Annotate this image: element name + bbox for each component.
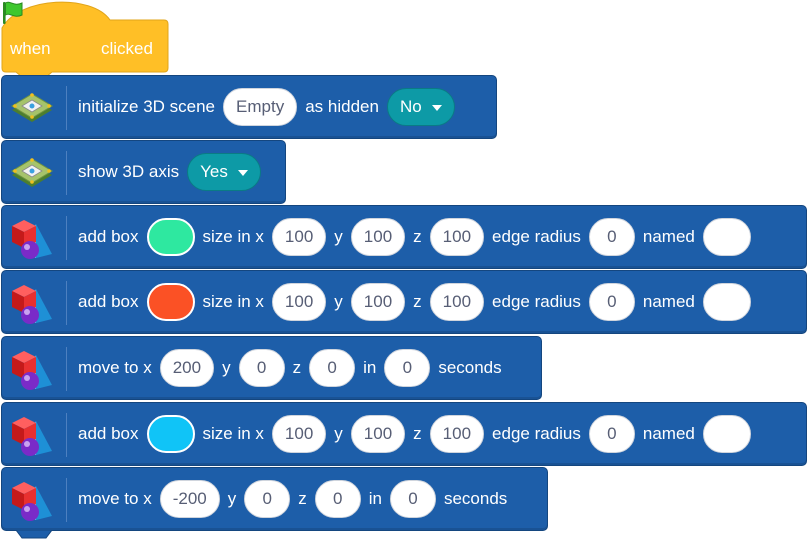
edge-radius-input[interactable]: 0 xyxy=(588,415,635,453)
3d-scene-icon xyxy=(11,93,53,122)
edge-radius-label: edge radius xyxy=(492,424,581,443)
in-label: in xyxy=(363,358,377,377)
show-3d-axis-block[interactable]: show 3D axis Yes xyxy=(1,140,286,204)
move-y-input[interactable]: 0 xyxy=(244,480,291,518)
3d-shapes-icon xyxy=(12,417,52,456)
block-notch xyxy=(16,530,52,539)
move-to-block[interactable]: move to x -200 y 0 z 0 in 0 seconds xyxy=(1,467,548,539)
named-label: named xyxy=(642,424,695,443)
named-label: named xyxy=(642,292,695,311)
y-label: y xyxy=(222,358,231,377)
named-label: named xyxy=(642,227,695,246)
z-label: z xyxy=(298,489,307,508)
add-box-block[interactable]: add box size in x 100 y 100 z 100 edge r… xyxy=(1,270,807,334)
hat-block-shape xyxy=(1,1,169,77)
block-label: show 3D axis xyxy=(78,162,180,181)
z-label: z xyxy=(413,227,422,246)
add-box-block[interactable]: add box size in x 100 y 100 z 100 edge r… xyxy=(1,205,807,269)
hat-when-label: when xyxy=(10,39,51,58)
green-flag-icon xyxy=(3,1,23,24)
size-y-input[interactable]: 100 xyxy=(350,283,406,321)
block-label: add box xyxy=(78,227,139,246)
add-box-block[interactable]: add box size in x 100 y 100 z 100 edge r… xyxy=(1,402,807,466)
block-label: move to x xyxy=(78,489,152,508)
y-label: y xyxy=(334,227,343,246)
z-label: z xyxy=(413,424,422,443)
chevron-down-icon xyxy=(237,170,248,176)
initialize-3d-scene-block[interactable]: initialize 3D scene Empty as hidden No xyxy=(1,75,497,139)
axis-dropdown-value: Yes xyxy=(200,162,228,181)
chevron-down-icon xyxy=(431,105,442,111)
scene-input[interactable]: Empty xyxy=(223,88,298,126)
in-label: in xyxy=(368,489,382,508)
color-picker[interactable] xyxy=(146,218,195,256)
move-y-input[interactable]: 0 xyxy=(238,349,285,387)
z-label: z xyxy=(292,358,302,377)
move-z-input[interactable]: 0 xyxy=(309,349,356,387)
block-label: add box xyxy=(78,424,139,443)
name-input[interactable] xyxy=(702,283,751,321)
3d-shapes-icon xyxy=(12,351,52,390)
seconds-label: seconds xyxy=(438,358,502,377)
size-y-input[interactable]: 100 xyxy=(350,415,406,453)
size-x-input[interactable]: 100 xyxy=(271,415,327,453)
size-y-input[interactable]: 100 xyxy=(350,218,406,256)
block-label: move to x xyxy=(78,358,152,377)
axis-dropdown[interactable]: Yes xyxy=(187,153,261,191)
y-label: y xyxy=(334,292,343,311)
move-to-block[interactable]: move to x 200 y 0 z 0 in 0 seconds xyxy=(1,336,542,400)
size-x-input[interactable]: 100 xyxy=(271,218,327,256)
3d-shapes-icon xyxy=(12,482,52,521)
move-x-input[interactable]: -200 xyxy=(159,480,220,518)
3d-shapes-icon xyxy=(12,285,52,324)
size-x-label: size in x xyxy=(202,292,264,311)
size-x-label: size in x xyxy=(202,227,264,246)
seconds-input[interactable]: 0 xyxy=(389,480,436,518)
edge-radius-input[interactable]: 0 xyxy=(588,218,635,256)
hidden-dropdown-value: No xyxy=(399,97,422,116)
hidden-dropdown[interactable]: No xyxy=(386,88,455,126)
name-input[interactable] xyxy=(702,218,751,256)
edge-radius-label: edge radius xyxy=(492,227,581,246)
block-label: add box xyxy=(78,292,139,311)
edge-radius-input[interactable]: 0 xyxy=(588,283,635,321)
color-picker[interactable] xyxy=(146,415,195,453)
size-z-input[interactable]: 100 xyxy=(429,218,485,256)
move-x-input[interactable]: 200 xyxy=(159,349,215,387)
seconds-label: seconds xyxy=(443,489,508,508)
move-z-input[interactable]: 0 xyxy=(314,480,361,518)
3d-shapes-icon xyxy=(12,220,52,259)
seconds-input[interactable]: 0 xyxy=(384,349,431,387)
name-input[interactable] xyxy=(702,415,751,453)
block-label: initialize 3D scene xyxy=(78,97,216,116)
y-label: y xyxy=(334,424,343,443)
size-x-label: size in x xyxy=(202,424,264,443)
z-label: z xyxy=(413,292,422,311)
block-label: as hidden xyxy=(305,97,379,116)
color-picker[interactable] xyxy=(146,283,195,321)
size-z-input[interactable]: 100 xyxy=(429,283,485,321)
size-z-input[interactable]: 100 xyxy=(429,415,485,453)
hat-clicked-label: clicked xyxy=(101,39,153,58)
size-x-input[interactable]: 100 xyxy=(271,283,327,321)
y-label: y xyxy=(227,489,237,508)
3d-scene-icon xyxy=(11,158,53,187)
edge-radius-label: edge radius xyxy=(492,292,581,311)
when-flag-clicked-block[interactable]: when clicked xyxy=(0,0,169,77)
